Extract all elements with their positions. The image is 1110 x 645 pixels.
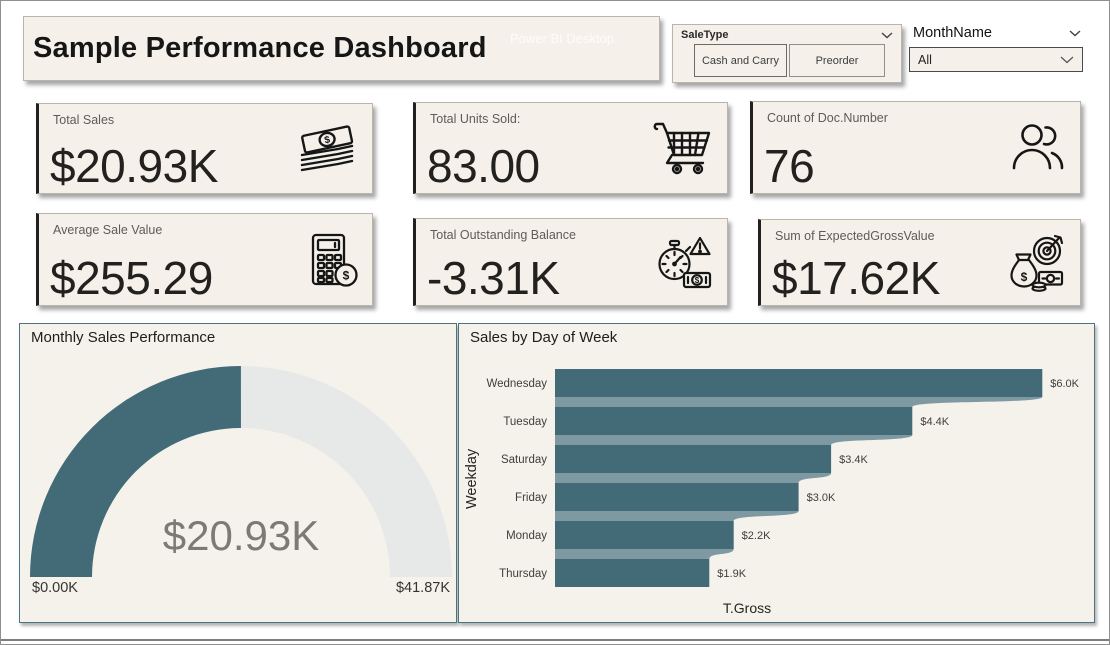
kpi-card-total-outstanding-balance: Total Outstanding Balance -3.31K $ [413,218,728,306]
bar-chart-sales-by-weekday: Sales by Day of Week Wednesday $6.0K Tuesd… [458,323,1095,623]
value-label: $6.0K [1050,378,1079,390]
bar-connector [555,435,913,445]
chevron-down-icon[interactable] [1069,29,1081,37]
category-label: Monday [506,530,547,542]
saletype-slicer: SaleType Cash and Carry Preorder [672,24,902,83]
gauge-min-label: $0.00K [32,580,78,596]
svg-text:$: $ [343,268,350,282]
bar-connector [555,549,734,559]
kpi-label: Total Outstanding Balance [430,228,576,242]
kpi-label: Average Sale Value [53,223,163,237]
gauge-max-label: $41.87K [395,580,450,596]
bar-plot-area: Wednesday $6.0K Tuesday $4.4K Saturday $3.4K F… [486,369,1080,587]
kpi-card-average-sale-value: Average Sale Value $255.29 $ [36,213,373,306]
monthname-dropdown[interactable]: All [909,47,1083,72]
value-label: $3.4K [839,454,868,466]
calculator-dollar-icon: $ [311,233,358,287]
chevron-down-icon [1060,56,1074,63]
gauge-fill-arc [30,366,241,577]
window-bottom-divider [1,639,1109,641]
monthname-selected-value: All [918,52,932,67]
kpi-card-expected-gross-value: Sum of ExpectedGrossValue $17.62K $ [758,219,1081,306]
chevron-down-icon[interactable] [881,32,893,39]
chart-title: Monthly Sales Performance [31,329,216,346]
bar-monday[interactable] [555,521,734,549]
kpi-value: $255.29 [50,252,213,304]
category-label: Friday [515,492,547,504]
kpi-value: $17.62K [772,252,940,304]
bar-connector [555,473,832,483]
gauge-value-label: $20.93K [162,512,320,559]
value-label: $3.0K [807,492,836,504]
monthname-filter: MonthName All [909,23,1083,72]
category-label: Wednesday [486,378,547,390]
shopping-cart-icon [653,122,711,175]
kpi-card-total-units-sold: Total Units Sold: 83.00 [413,102,728,194]
gauge-arc [30,366,452,577]
people-icon [1012,123,1064,169]
x-axis-title: T.Gross [722,600,772,616]
chart-title: Sales by Day of Week [470,329,618,346]
value-label: $1.9K [717,568,746,580]
title-card: Sample Performance Dashboard [23,16,660,81]
page-title: Sample Performance Dashboard [33,32,487,64]
value-label: $4.4K [920,416,949,428]
kpi-value: 83.00 [427,140,540,192]
saletype-option-cash-and-carry[interactable]: Cash and Carry [694,44,787,77]
kpi-label: Total Sales [53,113,115,127]
category-label: Tuesday [503,416,547,428]
y-axis-title: Weekday [464,448,480,510]
category-label: Thursday [499,568,547,580]
gauge-chart-monthly-sales: Monthly Sales Performance $20.93K $0.00K… [19,323,457,623]
kpi-label: Sum of ExpectedGrossValue [775,229,935,243]
value-label: $2.2K [742,530,771,542]
svg-text:$: $ [1021,270,1028,284]
bar-connector [555,511,799,521]
bar-tuesday[interactable] [555,407,913,435]
bar-saturday[interactable] [555,445,832,473]
kpi-card-count-doc-number: Count of Doc.Number 76 [750,101,1081,194]
stopwatch-alert-icon: $ [658,236,712,289]
kpi-value: $20.93K [50,140,218,192]
monthname-label: MonthName [913,25,992,41]
bar-wednesday[interactable] [555,369,1043,397]
bar-friday[interactable] [555,483,799,511]
svg-text:$: $ [695,276,700,285]
saletype-label: SaleType [681,29,729,41]
kpi-label: Count of Doc.Number [767,111,888,125]
svg-text:$: $ [323,134,331,146]
bar-thursday[interactable] [555,559,710,587]
powerbi-watermark: Power BI Desktop [510,31,615,46]
kpi-card-total-sales: Total Sales $20.93K $ [36,103,373,194]
money-stack-icon: $ [300,124,354,171]
kpi-value: 76 [764,140,815,192]
kpi-value: -3.31K [427,252,560,304]
money-bag-target-icon: $ [1010,234,1064,292]
bar-connector [555,397,1043,407]
kpi-label: Total Units Sold: [430,112,521,126]
saletype-option-preorder[interactable]: Preorder [789,44,885,77]
category-label: Saturday [501,454,547,466]
